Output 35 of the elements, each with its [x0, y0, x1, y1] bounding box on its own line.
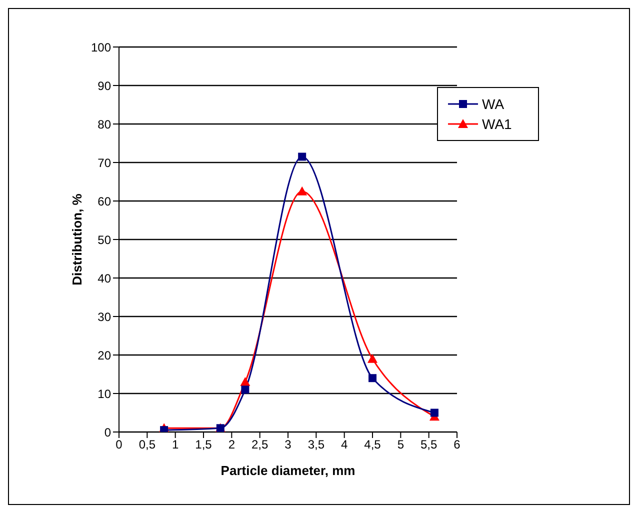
y-tick-label: 0	[104, 425, 112, 440]
x-tick-label: 4	[340, 438, 348, 452]
x-tick-label: 6	[454, 438, 461, 452]
point	[430, 408, 438, 417]
legend-label: WA1	[482, 116, 512, 132]
y-tick-label: 80	[98, 117, 112, 132]
x-tick-label: 0,5	[138, 438, 156, 452]
x-tick-label: 3,5	[308, 438, 325, 452]
y-tick-label: 20	[98, 348, 112, 362]
y-tick-label: 70	[98, 156, 112, 170]
point	[368, 374, 376, 382]
y-tick-label: 100	[90, 40, 112, 54]
y-tick-label: 40	[98, 271, 112, 286]
y-tick-label: 50	[98, 232, 112, 247]
x-tick-label: 2,5	[251, 438, 268, 452]
y-tick-label: 90	[98, 78, 112, 93]
point	[241, 386, 250, 394]
x-tick-label: 1,5	[195, 438, 212, 452]
point	[368, 354, 378, 363]
x-tick-label: 0	[116, 438, 123, 452]
x-tick-label: 5	[397, 438, 404, 452]
x-tick-label: 1	[172, 438, 179, 452]
x-tick-label: 4,5	[364, 438, 382, 452]
point	[298, 152, 306, 161]
y-tick-label: 30	[98, 310, 112, 324]
x-tick-label: 5,5	[420, 438, 438, 452]
y-tick-label: 60	[98, 194, 112, 208]
x-axis-title: Particle diameter, mm	[220, 463, 356, 478]
y-tick-label: 10	[98, 386, 112, 401]
legend-label: WA	[482, 96, 504, 112]
point	[297, 186, 308, 196]
point	[240, 376, 250, 386]
x-tick-label: 2	[228, 438, 236, 452]
x-tick-label: 3	[284, 438, 292, 452]
y-axis-title: Distribution, %	[70, 193, 85, 286]
